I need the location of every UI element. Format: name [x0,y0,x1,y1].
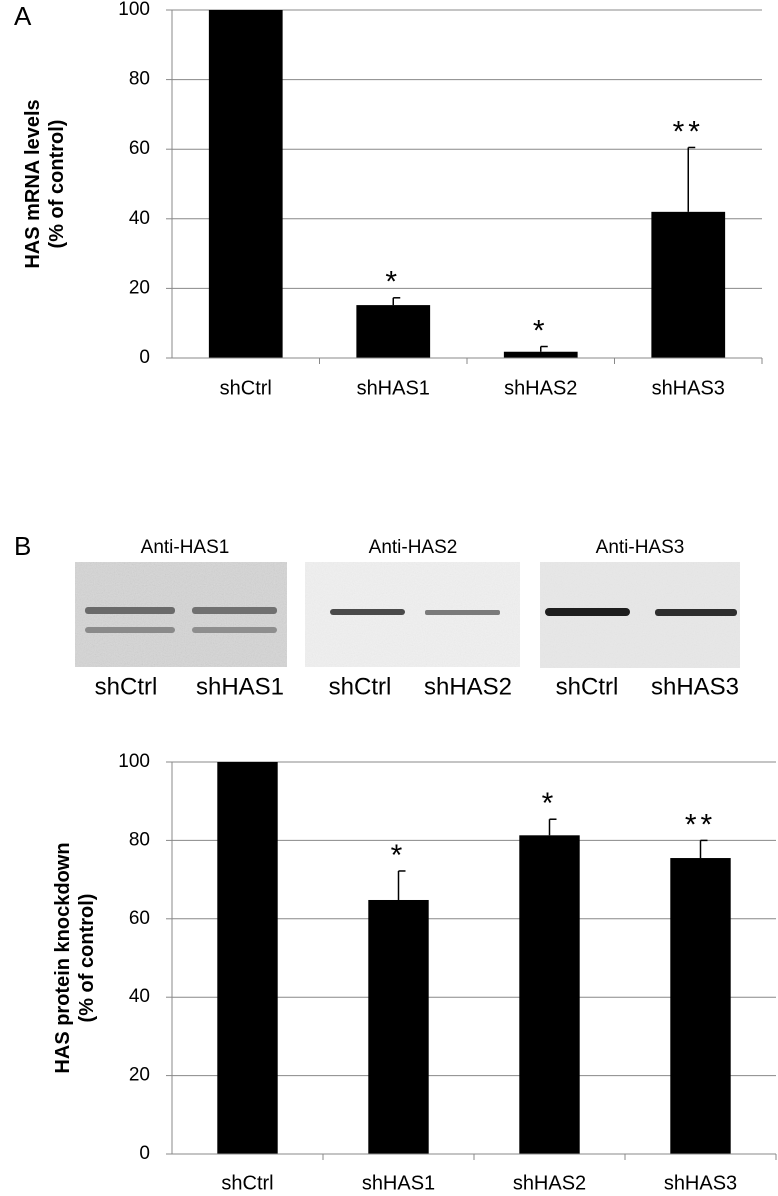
significance-label: * [385,266,401,299]
x-tick-label: shHAS3 [664,1172,737,1194]
y-tick-label: 0 [139,1143,150,1164]
significance-label: * [391,839,407,872]
blot-lane-label: shHAS2 [424,673,512,700]
significance-label: ** [685,808,716,841]
bar [208,10,283,358]
blot-texture [75,562,287,667]
blot-images [75,562,740,668]
y-axis-label-line: HAS protein knockdown [52,842,74,1073]
y-axis-label: HAS protein knockdown (% of control) [52,842,98,1073]
y-tick-label: 60 [129,138,150,159]
blot-band [330,609,405,615]
significance-label: * [542,787,558,820]
y-axis-label-line: (% of control) [46,120,68,249]
x-tick-label: shHAS2 [513,1172,586,1194]
y-tick-label: 0 [139,347,150,368]
x-tick-label: shHAS1 [362,1172,435,1194]
y-tick-label: 40 [129,208,150,229]
blot-band [425,610,500,615]
y-tick-label: 20 [129,277,150,298]
bar [217,762,278,1154]
y-axis-label-line: HAS mRNA levels [22,99,44,268]
blot-band [192,627,277,633]
bar [356,305,431,358]
blot-lane-label: shCtrl [329,673,392,700]
bar-chart: A 0 20 40 60 80 100 HAS mRNA levels (% of contro… [14,0,763,399]
y-axis-label: HAS mRNA levels (% of control) [22,99,68,268]
y-tick-label: 20 [129,1065,150,1086]
blot-band [85,607,175,614]
x-tick-label: shHAS1 [357,377,430,399]
blot-title: Anti-HAS3 [596,537,685,558]
y-tick-label: 80 [129,829,150,850]
x-tick-label: shHAS2 [504,377,577,399]
y-tick-label: 100 [118,751,150,772]
bar [651,211,726,358]
y-tick-label: 60 [129,908,150,929]
blot-band [545,608,630,616]
blot-title: Anti-HAS2 [369,537,458,558]
blot-band [655,609,737,616]
x-tick-label: shCtrl [220,377,272,399]
bar [368,899,429,1154]
x-tick-label: shCtrl [221,1172,273,1194]
significance-label: * [533,314,549,347]
blot-lane-label: shHAS3 [651,673,739,700]
bar [503,351,578,358]
blot-lane-label: shCtrl [556,673,619,700]
blot-lane-label: shHAS1 [196,673,284,700]
y-axis-label-line: (% of control) [76,894,98,1023]
panel-label: B [14,531,31,561]
panel-label: A [14,1,32,31]
x-tick-label: shHAS3 [652,377,725,399]
blot-band [85,627,175,633]
blot-band [192,607,277,614]
y-tick-label: 100 [118,0,150,20]
y-tick-label: 80 [129,69,150,90]
bar-chart: B 0 20 40 60 80 100 HAS protein knockdown (% of … [14,531,777,1194]
bar [670,858,731,1154]
blot-title: Anti-HAS1 [141,537,230,558]
y-tick-label: 40 [129,986,150,1007]
bar [519,835,580,1154]
blot-lane-label: shCtrl [95,673,158,700]
significance-label: ** [673,115,704,148]
